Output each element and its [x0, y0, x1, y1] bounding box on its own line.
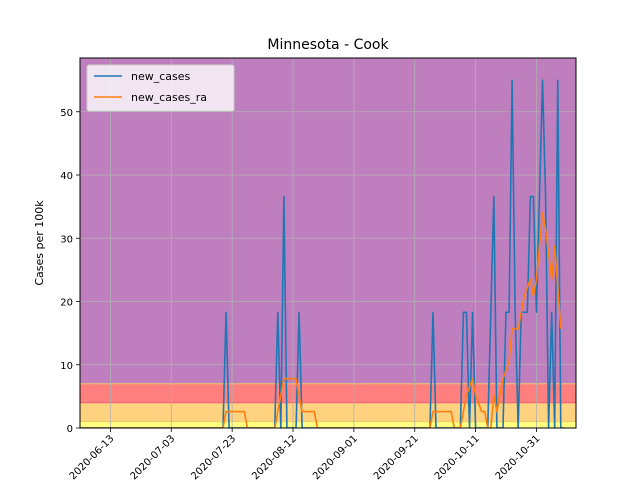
series-line-new-cases-ra — [80, 212, 562, 428]
x-axis: 2020-06-13 2020-07-03 2020-07-23 2020-08-12… — [68, 428, 543, 480]
x-tick-label: 2020-09-01 — [311, 433, 360, 480]
risk-band-2 — [80, 383, 576, 403]
legend-label-new-cases-ra: new_cases_ra — [131, 91, 207, 104]
y-tick-label: 0 — [67, 424, 73, 435]
x-tick-label: 2020-10-11 — [433, 433, 482, 480]
risk-band-1 — [80, 402, 576, 422]
y-tick-label: 10 — [60, 361, 73, 372]
x-tick-label: 2020-07-23 — [189, 433, 238, 480]
x-tick-label: 2020-07-03 — [129, 433, 178, 480]
x-tick-label: 2020-08-12 — [250, 433, 299, 480]
x-tick-label: 2020-06-13 — [68, 433, 117, 480]
x-tick-label: 2020-09-21 — [372, 433, 421, 480]
series-layer — [80, 79, 564, 428]
y-tick-label: 50 — [60, 108, 73, 119]
legend: new_cases new_cases_ra — [86, 64, 235, 112]
legend-label-new-cases: new_cases — [131, 70, 191, 83]
y-axis: 0 10 20 30 40 50 — [60, 108, 80, 435]
y-tick-label: 40 — [60, 171, 73, 182]
risk-bands — [80, 58, 576, 428]
y-tick-label: 30 — [60, 234, 73, 245]
y-tick-label: 20 — [60, 298, 73, 309]
chart-title: Minnesota - Cook — [267, 37, 389, 53]
grid-lines — [80, 58, 576, 429]
series-line-new-cases — [80, 79, 564, 428]
x-tick-label: 2020-10-31 — [494, 433, 543, 480]
y-axis-label: Cases per 100k — [33, 200, 46, 286]
risk-band-0 — [80, 421, 576, 428]
legend-box — [86, 64, 235, 112]
plot-frame — [79, 57, 577, 429]
